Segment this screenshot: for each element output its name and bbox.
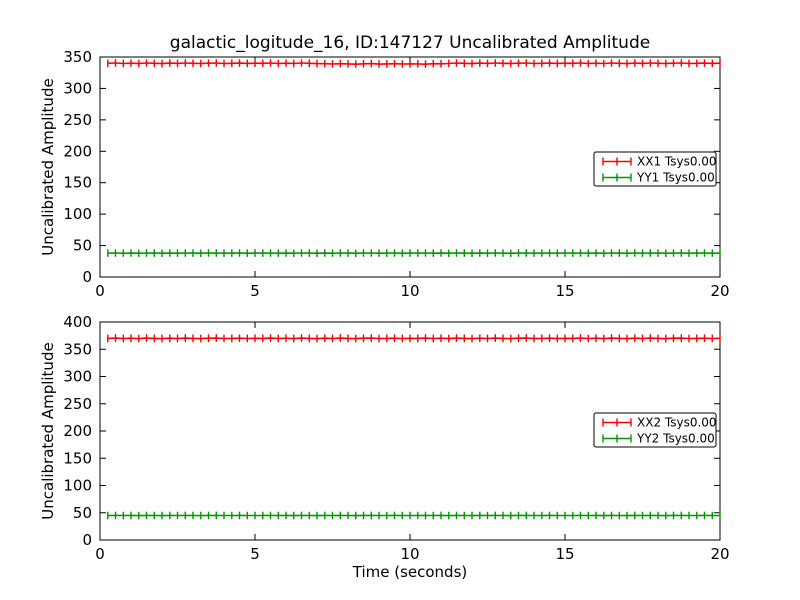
error-bars-yy2 — [107, 511, 721, 520]
y-tick-label: 100 — [63, 477, 92, 495]
y-tick-label: 50 — [73, 237, 92, 255]
y-tick-label: 150 — [63, 449, 92, 467]
x-tick-label: 15 — [555, 282, 574, 300]
y-tick-label: 0 — [82, 531, 92, 549]
y-tick-label: 300 — [63, 368, 92, 386]
y-tick-label: 150 — [63, 174, 92, 192]
xlabel: Time (seconds) — [352, 563, 468, 581]
x-tick-label: 15 — [555, 545, 574, 563]
y-tick-label: 250 — [63, 111, 92, 129]
x-tick-label: 0 — [95, 282, 105, 300]
x-tick-label: 0 — [95, 545, 105, 563]
y-tick-label: 400 — [63, 313, 92, 331]
y-tick-label: 0 — [82, 268, 92, 286]
legend-label: XX2 Tsys0.00 — [637, 416, 717, 430]
legend-label: YY1 Tsys0.00 — [636, 171, 715, 185]
y-tick-label: 350 — [63, 340, 92, 358]
y-tick-label: 250 — [63, 395, 92, 413]
x-tick-label: 5 — [250, 282, 260, 300]
legend-label: YY2 Tsys0.00 — [636, 432, 715, 446]
y-tick-label: 300 — [63, 79, 92, 97]
error-bars-xx1 — [107, 59, 721, 68]
error-bars-yy1 — [107, 249, 721, 257]
x-tick-label: 5 — [250, 545, 260, 563]
y-tick-label: 350 — [63, 48, 92, 66]
y-tick-label: 50 — [73, 504, 92, 522]
x-tick-label: 20 — [710, 282, 729, 300]
figure-title: galactic_logitude_16, ID:147127 Uncalibr… — [169, 33, 651, 53]
x-tick-label: 20 — [710, 545, 729, 563]
legend-label: XX1 Tsys0.00 — [637, 155, 717, 169]
y-tick-label: 100 — [63, 205, 92, 223]
x-tick-label: 10 — [400, 545, 419, 563]
error-bars-xx2 — [107, 334, 721, 343]
data-line-xx1 — [107, 62, 721, 66]
y-tick-label: 200 — [63, 142, 92, 160]
y-tick-label: 200 — [63, 422, 92, 440]
data-line-xx2 — [107, 337, 721, 340]
x-tick-label: 10 — [400, 282, 419, 300]
